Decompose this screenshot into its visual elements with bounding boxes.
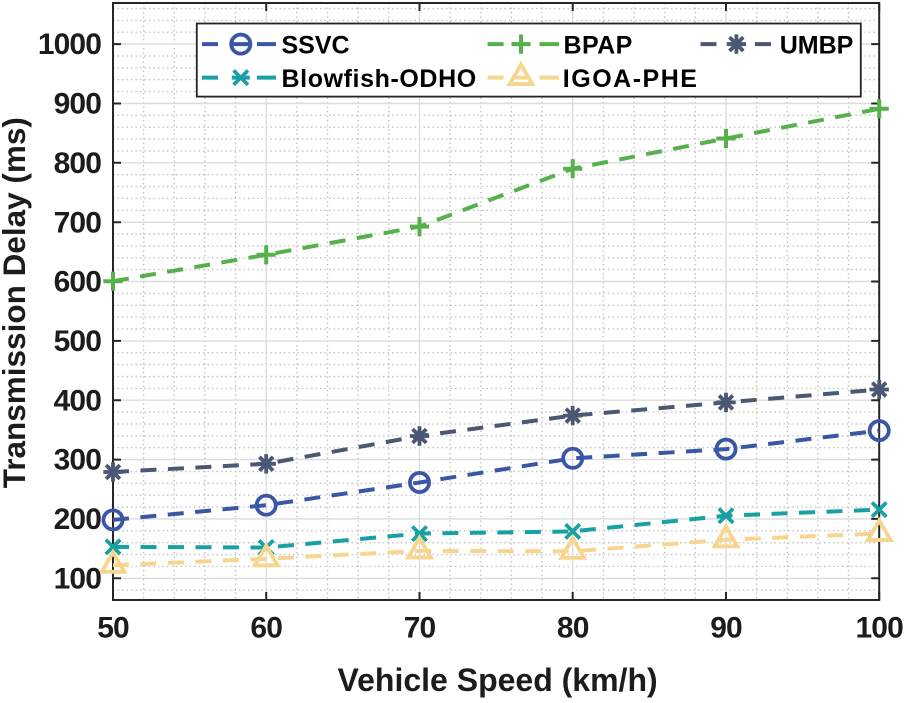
svg-text:60: 60 <box>250 611 282 644</box>
svg-text:Transmission Delay (ms): Transmission Delay (ms) <box>0 117 32 488</box>
svg-text:500: 500 <box>54 325 102 358</box>
svg-text:Blowfish-ODHO: Blowfish-ODHO <box>282 65 477 93</box>
svg-text:100: 100 <box>54 562 102 595</box>
svg-text:UMBP: UMBP <box>780 31 854 59</box>
svg-text:100: 100 <box>856 611 904 644</box>
svg-text:800: 800 <box>54 147 102 180</box>
svg-text:70: 70 <box>404 611 436 644</box>
svg-text:90: 90 <box>710 611 742 644</box>
svg-text:1000: 1000 <box>38 28 101 61</box>
svg-text:200: 200 <box>54 503 102 536</box>
svg-text:600: 600 <box>54 266 102 299</box>
svg-text:80: 80 <box>557 611 589 644</box>
svg-text:BPAP: BPAP <box>564 31 633 59</box>
svg-text:700: 700 <box>54 206 102 239</box>
svg-text:IGOA-PHE: IGOA-PHE <box>563 65 699 93</box>
svg-text:Vehicle Speed (km/h): Vehicle Speed (km/h) <box>338 662 658 698</box>
svg-text:900: 900 <box>54 88 102 121</box>
svg-text:300: 300 <box>54 444 102 477</box>
svg-text:SSVC: SSVC <box>282 31 350 59</box>
svg-text:400: 400 <box>54 384 102 417</box>
svg-text:50: 50 <box>97 611 129 644</box>
